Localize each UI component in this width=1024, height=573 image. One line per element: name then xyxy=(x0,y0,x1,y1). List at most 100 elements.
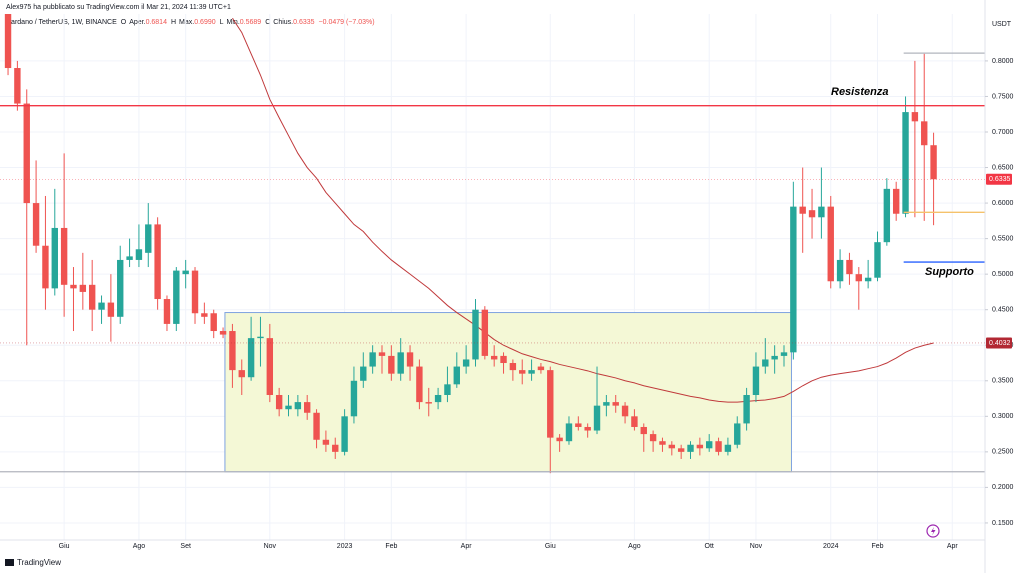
candle-body xyxy=(360,366,367,381)
candle-body xyxy=(603,402,610,406)
candle-body xyxy=(500,355,507,364)
candle-body xyxy=(23,103,30,204)
x-tick-label: Giu xyxy=(545,543,556,550)
candle-body xyxy=(621,405,629,417)
candle-body xyxy=(677,448,685,452)
legend-label: Chius. xyxy=(273,19,293,26)
candle-body xyxy=(519,370,526,374)
candle-body xyxy=(547,370,554,438)
candle-body xyxy=(743,394,750,424)
candle-body xyxy=(163,299,171,324)
candle-body xyxy=(874,242,881,278)
candle-body xyxy=(780,352,788,356)
candle-body xyxy=(706,441,713,449)
candle-body xyxy=(444,384,451,395)
candle-body xyxy=(462,359,470,367)
candle-body xyxy=(827,206,834,282)
candle-body xyxy=(201,313,208,317)
candle-body xyxy=(892,188,900,214)
legend-value: 0.5689 xyxy=(240,19,262,26)
candle-body xyxy=(649,434,657,442)
candle-body xyxy=(238,370,245,378)
candle-body xyxy=(341,416,348,452)
brand-text[interactable]: TradingView xyxy=(17,558,61,567)
candle-body xyxy=(294,402,302,410)
x-tick-label: Feb xyxy=(871,543,883,550)
alert-icon[interactable] xyxy=(926,524,940,538)
x-tick-label: 2024 xyxy=(823,543,839,550)
candle-body xyxy=(640,426,647,435)
candle-body xyxy=(285,405,292,410)
candle-body xyxy=(434,394,442,403)
candle-body xyxy=(173,270,180,324)
brand-logo[interactable]: TradingView xyxy=(5,558,61,567)
ma-layer xyxy=(231,17,934,403)
candle-body xyxy=(107,302,115,317)
candle-body xyxy=(416,366,423,403)
candle-body xyxy=(490,355,498,360)
symbol: Cardano / TetherUS, 1W, BINANCE xyxy=(6,19,117,26)
candle-body xyxy=(771,355,778,360)
candle-body xyxy=(257,336,264,339)
candle-body xyxy=(378,352,386,356)
candle-body xyxy=(313,412,320,440)
candle-body xyxy=(332,444,339,452)
candle-body xyxy=(537,366,545,371)
candle-body xyxy=(369,352,376,367)
candle-body xyxy=(4,14,12,69)
x-tick-label: 2023 xyxy=(337,543,353,550)
candle-body xyxy=(425,402,432,404)
candle-body xyxy=(799,206,806,214)
y-tick-label: 0.1500 xyxy=(992,520,1014,527)
candle-body xyxy=(126,256,133,260)
candle-body xyxy=(266,338,274,395)
candle-body xyxy=(388,355,395,374)
candle-body xyxy=(322,439,330,445)
candle-body xyxy=(911,112,919,122)
moving-average xyxy=(231,17,934,403)
candle-body xyxy=(836,259,844,282)
candle-body xyxy=(668,444,676,449)
candle-body xyxy=(528,370,535,374)
candle-body xyxy=(219,331,227,335)
candles xyxy=(4,14,937,474)
candle-body xyxy=(593,405,601,431)
candle-body xyxy=(575,423,582,427)
candle-body xyxy=(397,352,404,374)
alert-circle[interactable] xyxy=(926,524,940,538)
candle-body xyxy=(687,444,694,452)
candle-body xyxy=(818,206,825,218)
x-tick-label: Giu xyxy=(59,543,70,550)
alert-bolt[interactable] xyxy=(931,527,936,536)
candle-body xyxy=(921,121,928,146)
candle-body xyxy=(135,249,143,260)
candle-body xyxy=(453,366,460,385)
legend-key: H xyxy=(171,19,176,26)
candle-body xyxy=(406,352,414,367)
y-tick-label: 0.3500 xyxy=(992,378,1014,385)
candle-body xyxy=(350,380,358,417)
levels xyxy=(0,52,985,473)
legend-change: −0.0479 (−7.03%) xyxy=(319,19,375,26)
candle-body xyxy=(930,145,937,180)
legend-key: L xyxy=(220,19,224,26)
currency-label: USDT xyxy=(992,21,1012,28)
price-tag xyxy=(986,337,1012,349)
candle-body xyxy=(565,423,573,442)
resistance-label: Resistenza xyxy=(831,86,888,98)
candle-body xyxy=(51,227,58,289)
candle-body xyxy=(715,441,722,452)
candle-body xyxy=(762,359,769,367)
brand-mark[interactable] xyxy=(5,559,14,566)
candle-body xyxy=(98,302,105,310)
x-tick-label: Set xyxy=(180,543,191,550)
candle-body xyxy=(790,206,797,353)
legend-value: 0.6814 xyxy=(146,19,168,26)
candle-body xyxy=(696,444,704,449)
y-tick-label: 0.8000 xyxy=(992,58,1014,65)
candle-body xyxy=(631,416,638,427)
candle-body xyxy=(117,259,124,317)
x-tick-label: Ago xyxy=(133,543,146,550)
